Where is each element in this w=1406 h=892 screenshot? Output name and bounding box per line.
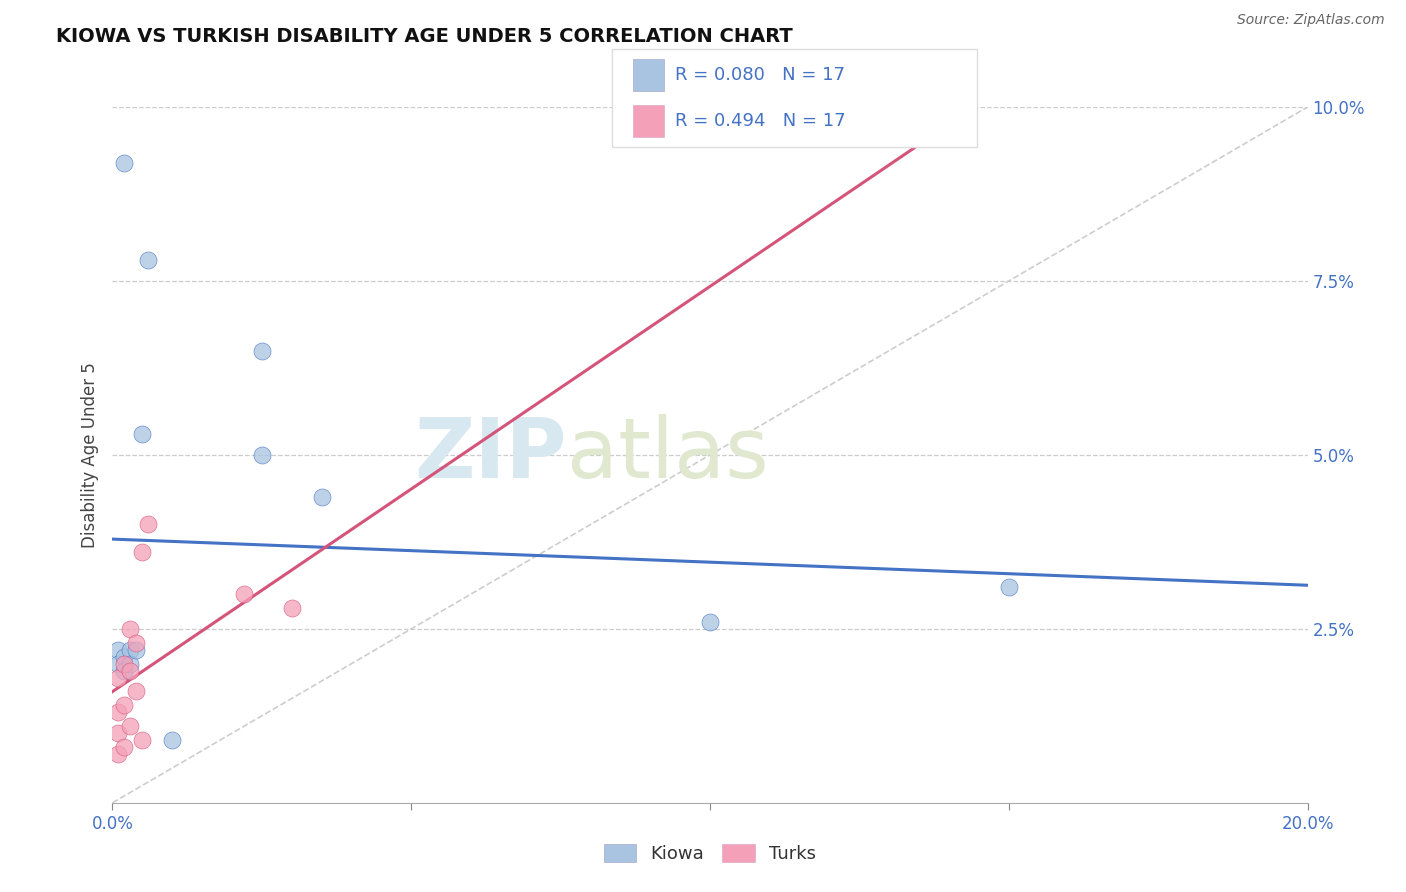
Point xyxy=(120,622,142,636)
Point xyxy=(699,615,721,629)
Point xyxy=(250,343,273,358)
Point xyxy=(125,636,148,650)
Point xyxy=(107,671,129,685)
Text: ZIP: ZIP xyxy=(415,415,567,495)
Point xyxy=(120,642,142,657)
Point xyxy=(107,642,129,657)
Point xyxy=(125,684,148,698)
Text: KIOWA VS TURKISH DISABILITY AGE UNDER 5 CORRELATION CHART: KIOWA VS TURKISH DISABILITY AGE UNDER 5 … xyxy=(56,27,793,45)
Point xyxy=(281,601,304,615)
Text: R = 0.494   N = 17: R = 0.494 N = 17 xyxy=(675,112,845,130)
Point xyxy=(138,253,160,268)
Y-axis label: Disability Age Under 5: Disability Age Under 5 xyxy=(80,362,98,548)
Point xyxy=(138,517,160,532)
Point xyxy=(107,747,129,761)
Point xyxy=(114,664,135,678)
Text: R = 0.080   N = 17: R = 0.080 N = 17 xyxy=(675,66,845,84)
Legend: Kiowa, Turks: Kiowa, Turks xyxy=(596,837,824,871)
Point xyxy=(114,698,135,713)
Point xyxy=(120,657,142,671)
Point xyxy=(114,155,135,169)
Text: atlas: atlas xyxy=(567,415,768,495)
Point xyxy=(114,657,135,671)
Point xyxy=(107,726,129,740)
Point xyxy=(120,664,142,678)
Point xyxy=(162,733,183,747)
Point xyxy=(107,657,129,671)
Point xyxy=(131,427,153,442)
Point xyxy=(131,545,153,559)
Point xyxy=(311,490,333,504)
Point xyxy=(114,740,135,755)
Point xyxy=(233,587,256,601)
Point xyxy=(125,642,148,657)
Text: Source: ZipAtlas.com: Source: ZipAtlas.com xyxy=(1237,13,1385,28)
Point xyxy=(120,719,142,733)
Point xyxy=(131,733,153,747)
Point xyxy=(998,580,1021,594)
Point xyxy=(107,706,129,720)
Point xyxy=(250,448,273,462)
Point xyxy=(114,649,135,664)
